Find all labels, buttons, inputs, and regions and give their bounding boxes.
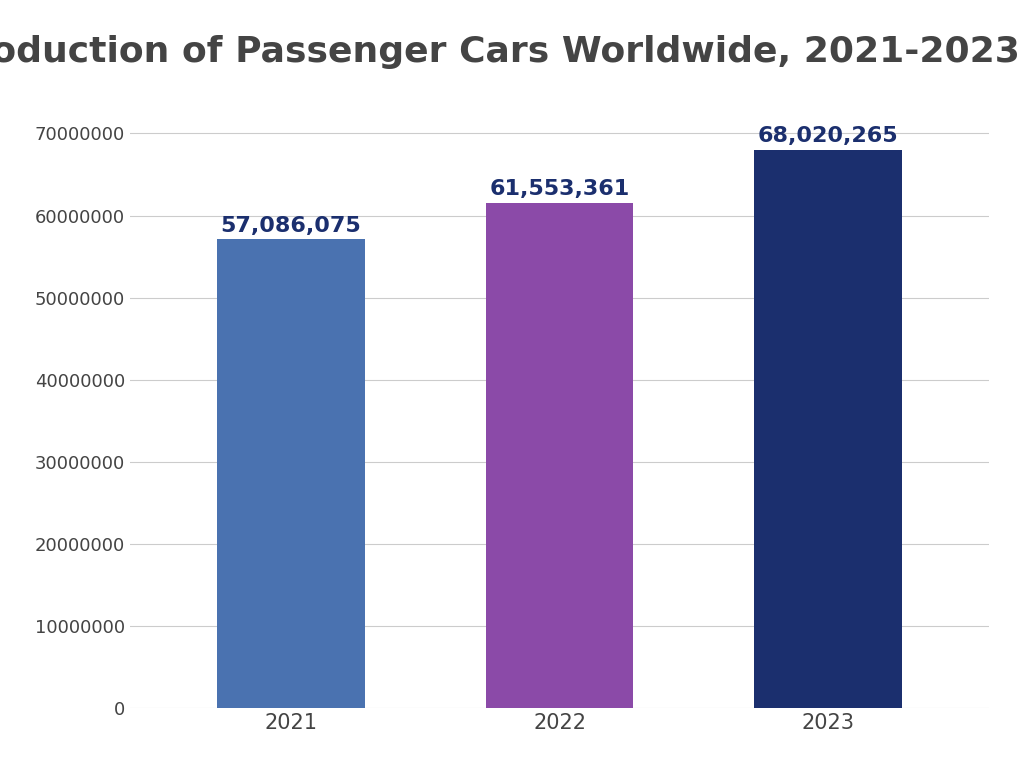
Title: Production of Passenger Cars Worldwide, 2021-2023 (Units): Production of Passenger Cars Worldwide, … xyxy=(0,35,1024,68)
Text: 57,086,075: 57,086,075 xyxy=(220,216,361,236)
Text: 61,553,361: 61,553,361 xyxy=(489,180,630,200)
Bar xyxy=(485,203,634,708)
Bar xyxy=(217,240,365,708)
Text: 68,020,265: 68,020,265 xyxy=(758,126,898,147)
Bar xyxy=(755,150,902,708)
